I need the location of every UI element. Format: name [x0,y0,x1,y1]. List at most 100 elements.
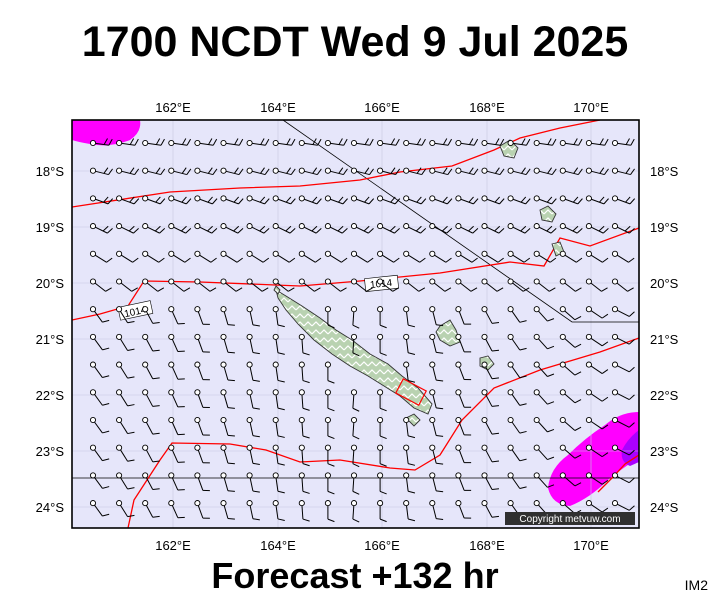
copyright-text: Copyright metvuw.com [519,514,620,525]
wind-barb-station [560,334,565,339]
wind-barb-station [586,334,591,339]
wind-barb-station [221,224,226,229]
wind-barb-station [456,196,461,201]
lat-label-20-left: 20°S [36,276,65,291]
wind-barb-station [169,224,174,229]
wind-barb-station [534,251,539,256]
wind-barb-station [143,224,148,229]
wind-barb-station [456,140,461,145]
wind-barb-station [456,417,461,422]
wind-barb-station [117,445,122,450]
wind-barb-station [273,362,278,367]
wind-barb-station [586,307,591,312]
wind-barb-station [143,501,148,506]
wind-barb-station [273,251,278,256]
wind-barb-station [169,473,174,478]
wind-barb-station [430,279,435,284]
page-title: 1700 NCDT Wed 9 Jul 2025 [82,18,629,66]
wind-barb-station [195,140,200,145]
wind-barb-station [273,279,278,284]
wind-barb-station [247,417,252,422]
wind-barb-station [456,445,461,450]
wind-barb-station [195,224,200,229]
wind-barb-station [404,251,409,256]
wind-barb-station [378,473,383,478]
wind-barb-station [351,334,356,339]
wind-barb-station [560,251,565,256]
wind-barb-station [273,390,278,395]
wind-barb-station [404,445,409,450]
wind-barb-station [195,390,200,395]
wind-barb-station [351,140,356,145]
wind-barb-station [378,334,383,339]
wind-barb-station [534,168,539,173]
wind-barb-station [508,473,513,478]
wind-barb-station [221,196,226,201]
wind-barb-station [482,473,487,478]
wind-barb-station [247,140,252,145]
lat-label-23-right: 23°S [650,444,679,459]
lat-label-21-right: 21°S [650,332,679,347]
wind-barb-station [482,445,487,450]
wind-barb-station [586,140,591,145]
lon-label-164-top: 164°E [260,100,296,115]
wind-barb-station [90,501,95,506]
wind-barb-station [586,362,591,367]
forecast-label: Forecast +132 hr [211,555,498,596]
wind-barb-station [169,168,174,173]
wind-barb-station [90,224,95,229]
wind-barb-station [117,196,122,201]
wind-barb-station [325,390,330,395]
wind-barb-station [325,362,330,367]
wind-barb-station [117,140,122,145]
wind-barb-station [586,224,591,229]
wind-barb-flag [228,325,235,326]
wind-barb-station [612,251,617,256]
wind-barb-station [299,168,304,173]
wind-barb-station [586,417,591,422]
wind-barb-station [456,168,461,173]
wind-barb-station [351,279,356,284]
wind-barb-station [299,417,304,422]
wind-barb-station [482,140,487,145]
wind-barb-station [117,334,122,339]
wind-barb-station [117,279,122,284]
wind-barb-station [378,251,383,256]
wind-barb-station [612,417,617,422]
wind-barb-station [456,362,461,367]
wind-barb-station [378,445,383,450]
wind-barb-station [90,445,95,450]
wind-barb-station [325,140,330,145]
wind-barb-station [195,251,200,256]
wind-barb-station [404,196,409,201]
wind-barb-station [456,251,461,256]
wind-barb-station [612,390,617,395]
wind-barb-station [378,417,383,422]
wind-barb-station [325,168,330,173]
wind-barb-station [430,390,435,395]
lon-labels-top: 162°E 164°E 166°E 168°E 170°E [155,100,609,115]
wind-barb-station [195,417,200,422]
wind-barb-station [378,390,383,395]
wind-barb-station [404,140,409,145]
wind-barb-station [612,279,617,284]
wind-barb-station [273,140,278,145]
wind-barb-station [560,473,565,478]
wind-barb-station [430,168,435,173]
wind-barb-station [586,168,591,173]
wind-barb-station [143,196,148,201]
wind-barb-station [221,473,226,478]
wind-barb-flag [228,518,235,519]
wind-barb-station [325,251,330,256]
wind-barb-station [169,140,174,145]
wind-barb-station [612,140,617,145]
wind-barb-station [508,334,513,339]
wind-barb-station [430,224,435,229]
wind-barb-station [195,473,200,478]
lon-label-164-bottom: 164°E [260,538,296,553]
wind-barb-station [221,168,226,173]
wind-barb-station [534,140,539,145]
wind-barb-station [299,390,304,395]
wind-barb-station [482,334,487,339]
wind-barb-station [221,279,226,284]
